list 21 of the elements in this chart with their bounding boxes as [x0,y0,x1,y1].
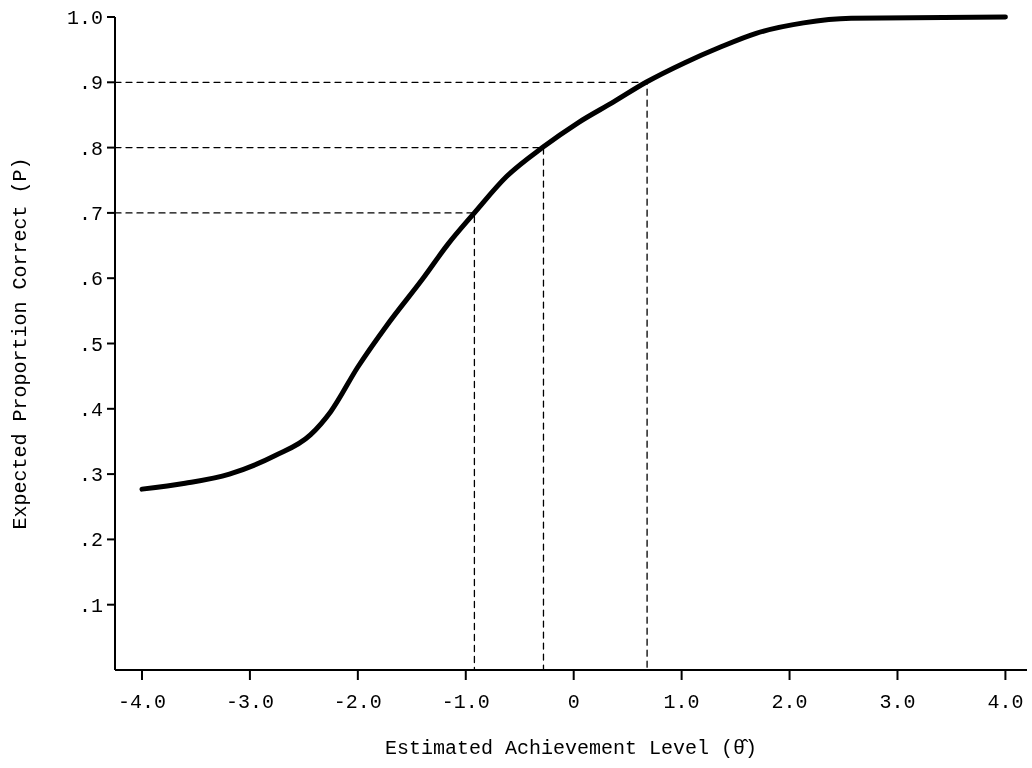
y-axis-title: Expected Proportion Correct (P) [9,157,32,530]
y-tick-label: .3 [78,464,103,488]
x-tick-label: -2.0 [333,691,382,714]
x-tick-label: 0 [567,691,580,714]
y-tick-label: .1 [78,594,103,618]
y-tick-label: .7 [78,202,103,226]
x-tick-label: -3.0 [225,691,274,714]
x-tick-label: 1.0 [663,691,700,714]
x-axis-title: Estimated Achievement Level (θ̂) [384,737,758,760]
x-tick-label: 4.0 [987,691,1024,714]
x-tick-label: -4.0 [117,691,166,714]
y-tick-label: 1.0 [66,7,103,30]
x-tick-label: 2.0 [771,691,808,714]
y-tick-label: .2 [78,529,103,553]
y-tick-label: .5 [78,333,103,357]
y-tick-label: .9 [78,72,103,96]
x-tick-label: 3.0 [879,691,916,714]
y-tick-label: .6 [78,268,103,292]
y-tick-label: .4 [78,398,103,422]
y-tick-label: .8 [78,137,103,161]
x-tick-label: -1.0 [441,691,490,714]
